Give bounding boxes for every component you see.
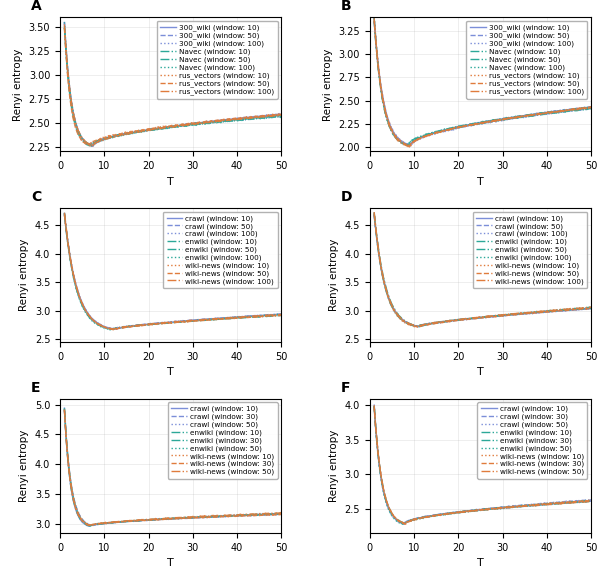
- Text: E: E: [31, 380, 41, 395]
- Y-axis label: Renyi entropy: Renyi entropy: [13, 48, 23, 120]
- Y-axis label: Renyi entropy: Renyi entropy: [19, 239, 29, 311]
- Y-axis label: Renyi entropy: Renyi entropy: [329, 239, 339, 311]
- Y-axis label: Renyi entropy: Renyi entropy: [329, 430, 339, 502]
- X-axis label: T: T: [167, 367, 174, 378]
- Legend: crawl (window: 10), crawl (window: 50), crawl (window: 100), enwiki (window: 10): crawl (window: 10), crawl (window: 50), …: [473, 211, 587, 288]
- Legend: crawl (window: 10), crawl (window: 30), crawl (window: 50), enwiki (window: 10),: crawl (window: 10), crawl (window: 30), …: [477, 402, 587, 479]
- X-axis label: T: T: [477, 176, 484, 187]
- Y-axis label: Renyi entropy: Renyi entropy: [19, 430, 29, 502]
- X-axis label: T: T: [167, 558, 174, 568]
- Text: D: D: [341, 190, 352, 204]
- X-axis label: T: T: [477, 558, 484, 568]
- Legend: crawl (window: 10), crawl (window: 50), crawl (window: 100), enwiki (window: 10): crawl (window: 10), crawl (window: 50), …: [163, 211, 278, 288]
- Text: F: F: [341, 380, 350, 395]
- Text: C: C: [31, 190, 41, 204]
- X-axis label: T: T: [477, 367, 484, 378]
- X-axis label: T: T: [167, 176, 174, 187]
- Legend: crawl (window: 10), crawl (window: 30), crawl (window: 50), enwiki (window: 10),: crawl (window: 10), crawl (window: 30), …: [167, 402, 278, 479]
- Legend: 300_wiki (window: 10), 300_wiki (window: 50), 300_wiki (window: 100), Navec (win: 300_wiki (window: 10), 300_wiki (window:…: [466, 21, 587, 99]
- Legend: 300_wiki (window: 10), 300_wiki (window: 50), 300_wiki (window: 100), Navec (win: 300_wiki (window: 10), 300_wiki (window:…: [157, 21, 278, 99]
- Text: B: B: [341, 0, 352, 13]
- Y-axis label: Renyi entropy: Renyi entropy: [323, 48, 333, 120]
- Text: A: A: [31, 0, 42, 13]
